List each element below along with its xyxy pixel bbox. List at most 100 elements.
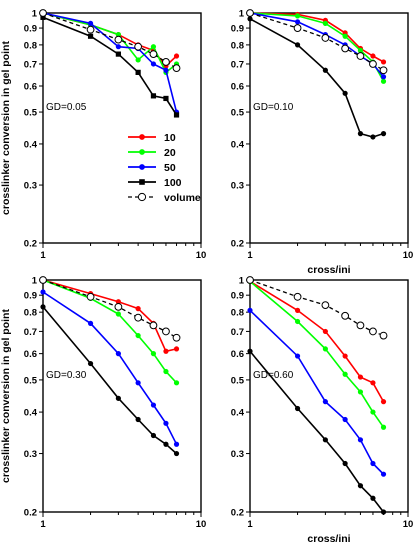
data-point xyxy=(357,47,364,53)
series-100 xyxy=(247,16,387,140)
data-point xyxy=(370,495,376,501)
legend-marker xyxy=(139,179,145,185)
x-tick-label: 1 xyxy=(247,250,253,261)
data-point xyxy=(342,90,348,96)
data-point xyxy=(163,420,169,426)
legend-label: 20 xyxy=(164,147,176,159)
legend-item-50: 50 xyxy=(128,162,176,174)
data-point xyxy=(369,60,377,68)
x-tick-label: 1 xyxy=(40,250,46,261)
y-tick-label: 0.4 xyxy=(231,139,245,150)
data-point xyxy=(149,50,158,59)
panel-annotation: GD=0.10 xyxy=(253,102,294,113)
data-point xyxy=(293,24,302,32)
series-20 xyxy=(247,10,387,84)
y-tick-label: 0.7 xyxy=(24,59,37,70)
data-point xyxy=(247,307,253,313)
series-50 xyxy=(40,10,180,115)
legend-item-20: 20 xyxy=(128,147,176,159)
data-point xyxy=(163,348,169,354)
data-point xyxy=(114,302,123,311)
y-tick-label: 0.5 xyxy=(24,375,38,386)
series-line xyxy=(249,280,385,428)
panel-4: 0.2 0.3 0.4 0.5 0.6 0.7 0.8 0.9 1 1 10 cross/ini GD=… xyxy=(231,276,414,546)
x-tick-label: 10 xyxy=(403,519,414,530)
legend-label: 50 xyxy=(164,162,176,174)
data-point xyxy=(172,64,181,73)
y-tick-label: 0.8 xyxy=(231,40,244,51)
data-point xyxy=(342,460,348,467)
series-line xyxy=(42,12,177,69)
data-point xyxy=(87,33,94,39)
data-point xyxy=(173,380,180,386)
y-tick-label: 0.3 xyxy=(231,449,244,460)
y-tick-label: 0.5 xyxy=(231,375,245,386)
data-point xyxy=(115,31,121,38)
data-point xyxy=(162,327,170,336)
y-tick-label: 0.2 xyxy=(231,508,244,519)
panel-annotation: GD=0.30 xyxy=(46,370,87,381)
series-100 xyxy=(247,348,387,515)
data-point xyxy=(322,328,328,335)
data-point xyxy=(321,301,330,310)
y-tick-label: 0.6 xyxy=(231,349,244,360)
series-volume xyxy=(246,276,388,340)
y-tick-label: 0.8 xyxy=(24,40,37,51)
data-point xyxy=(150,93,157,99)
data-point xyxy=(162,58,170,66)
y-tick-label: 0.4 xyxy=(24,139,38,150)
panel-annotation: GD=0.05 xyxy=(46,102,87,113)
y-tick-label: 0.2 xyxy=(231,239,244,250)
data-point xyxy=(357,483,364,489)
x-tick-label: 1 xyxy=(247,519,253,530)
series-volume xyxy=(39,9,181,73)
panel-annotation: GD=0.60 xyxy=(253,370,294,381)
y-tick-label: 0.2 xyxy=(24,239,37,250)
series-line xyxy=(249,309,385,475)
data-point xyxy=(150,351,157,357)
series-50 xyxy=(40,289,180,447)
data-point xyxy=(380,399,387,405)
y-tick-label: 0.7 xyxy=(24,327,37,338)
y-tick-label: 0.3 xyxy=(231,181,244,192)
data-point xyxy=(246,276,254,284)
data-point xyxy=(135,380,141,386)
data-point xyxy=(86,25,95,34)
y-tick-label: 0.9 xyxy=(24,24,37,35)
series-100 xyxy=(40,304,180,457)
data-point xyxy=(357,374,364,380)
x-tick-label: 10 xyxy=(196,519,207,530)
y-tick-label: 0.9 xyxy=(231,291,244,302)
data-point xyxy=(294,42,301,48)
series-line xyxy=(249,280,385,403)
plot-frame xyxy=(42,12,202,244)
series-volume xyxy=(39,276,181,342)
data-point xyxy=(115,44,121,50)
data-point xyxy=(86,292,95,301)
data-point xyxy=(115,351,121,357)
data-point xyxy=(341,311,350,320)
series-line xyxy=(249,12,385,82)
data-point xyxy=(322,20,328,26)
data-point xyxy=(40,14,46,20)
data-point xyxy=(322,67,328,73)
series-line xyxy=(42,12,177,74)
y-tick-label: 1 xyxy=(32,9,38,20)
data-point xyxy=(380,424,387,430)
data-point xyxy=(357,437,364,443)
x-axis-label: cross/ini xyxy=(307,264,350,276)
data-point xyxy=(134,42,143,51)
series-line xyxy=(42,291,178,445)
legend-label: 100 xyxy=(164,177,182,189)
series-100 xyxy=(40,14,180,118)
plot-frame xyxy=(249,279,409,513)
data-point xyxy=(163,67,169,73)
plot-frame xyxy=(249,12,409,244)
panel-2: 0.2 0.3 0.4 0.5 0.6 0.7 0.8 0.9 1 1 10 cross/ini GD=… xyxy=(231,9,414,277)
data-point xyxy=(173,450,180,457)
data-point xyxy=(380,509,387,515)
y-tick-label: 0.5 xyxy=(24,108,38,119)
data-point xyxy=(294,353,301,359)
